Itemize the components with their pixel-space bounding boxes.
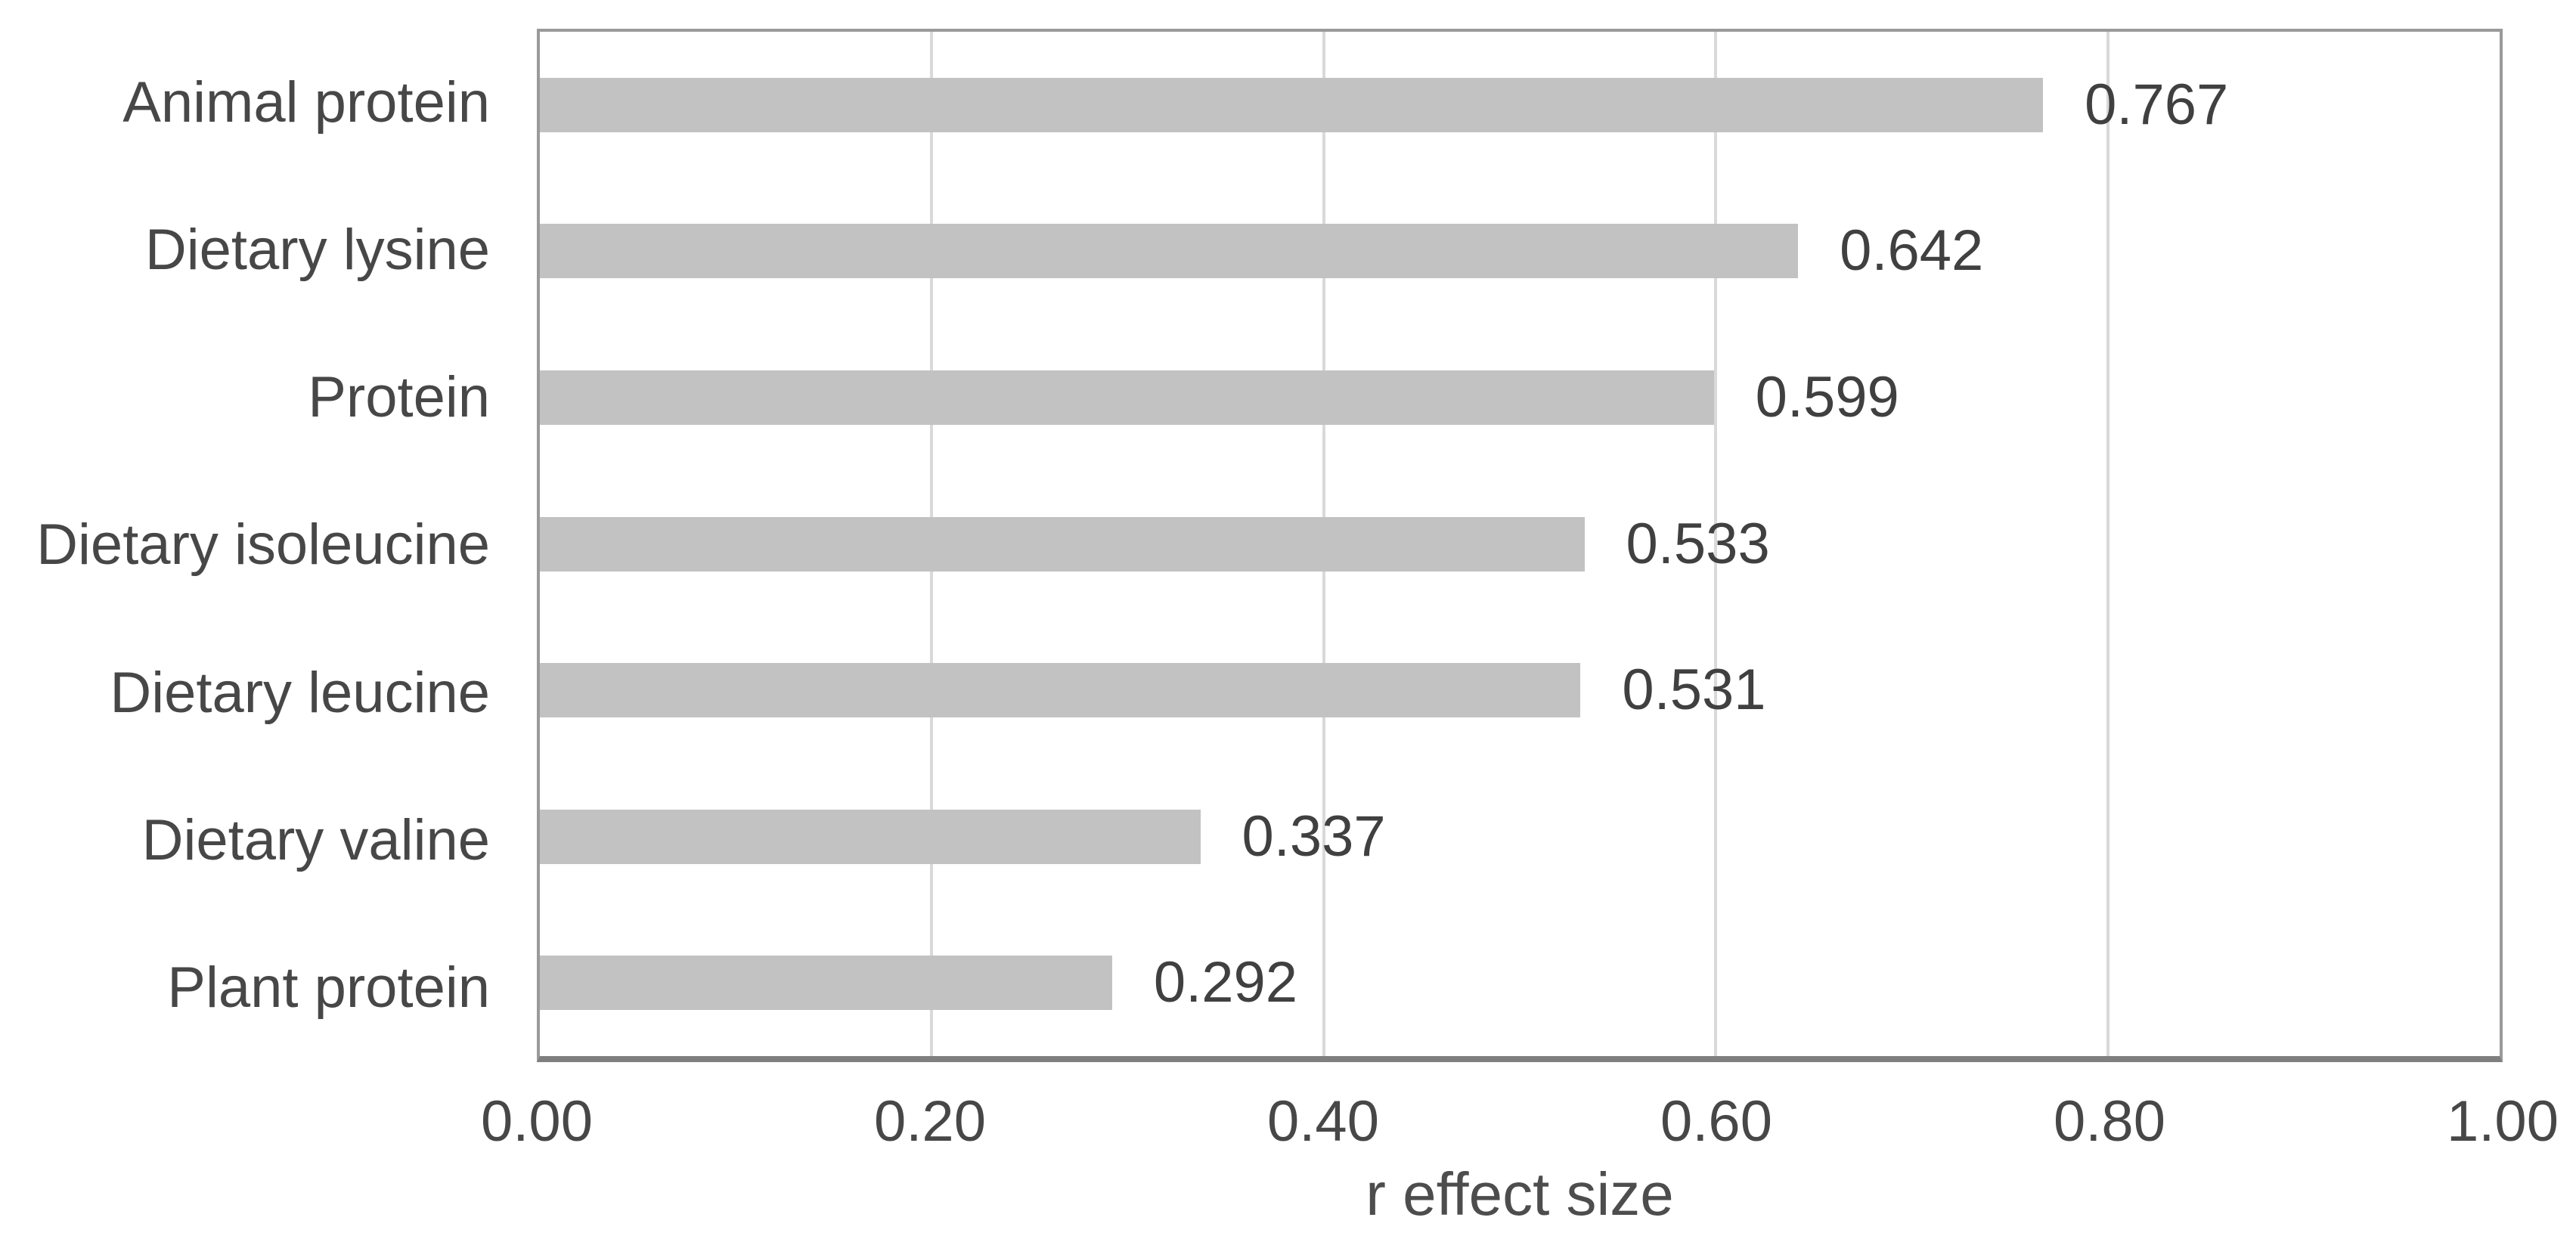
category-label: Animal protein bbox=[122, 70, 490, 135]
category-label: Dietary lysine bbox=[144, 217, 490, 282]
bar-value-label: 0.292 bbox=[1153, 950, 1298, 1015]
category-label: Dietary valine bbox=[141, 808, 490, 873]
gridline bbox=[1714, 32, 1718, 1056]
bar bbox=[540, 77, 2044, 132]
plot-area: 0.767 0.642 0.599 0.533 0.531 0.337 0.292 bbox=[537, 29, 2503, 1062]
x-tick-label: 0.20 bbox=[874, 1089, 986, 1154]
category-label: Dietary isoleucine bbox=[36, 513, 490, 578]
bar-value-label: 0.531 bbox=[1622, 658, 1766, 723]
x-tick-label: 0.00 bbox=[481, 1089, 593, 1154]
bar-value-label: 0.533 bbox=[1626, 511, 1770, 576]
category-label: Dietary leucine bbox=[110, 660, 490, 725]
gridline bbox=[2106, 32, 2109, 1056]
x-tick-label: 1.00 bbox=[2447, 1089, 2559, 1154]
bar bbox=[540, 516, 1585, 572]
category-axis-labels: Animal protein Dietary lysine Protein Dieta… bbox=[0, 29, 490, 1062]
bar-value-label: 0.337 bbox=[1242, 804, 1386, 869]
x-tick-label: 0.60 bbox=[1660, 1089, 1772, 1154]
bar bbox=[540, 809, 1201, 864]
x-tick-label: 0.40 bbox=[1267, 1089, 1379, 1154]
bar-value-label: 0.642 bbox=[1840, 218, 1984, 283]
x-axis-title: r effect size bbox=[1365, 1160, 1674, 1228]
bar bbox=[540, 663, 1581, 718]
x-tick-label: 0.80 bbox=[2054, 1089, 2165, 1154]
category-label: Protein bbox=[308, 365, 490, 430]
bar bbox=[540, 956, 1112, 1011]
bar-value-label: 0.767 bbox=[2085, 72, 2229, 137]
category-label: Plant protein bbox=[167, 956, 490, 1021]
bar bbox=[540, 370, 1714, 425]
bar-value-label: 0.599 bbox=[1755, 364, 1899, 429]
bar bbox=[540, 224, 1799, 279]
x-axis-ticks: 0.00 0.20 0.40 0.60 0.80 1.00 bbox=[481, 1089, 2559, 1161]
